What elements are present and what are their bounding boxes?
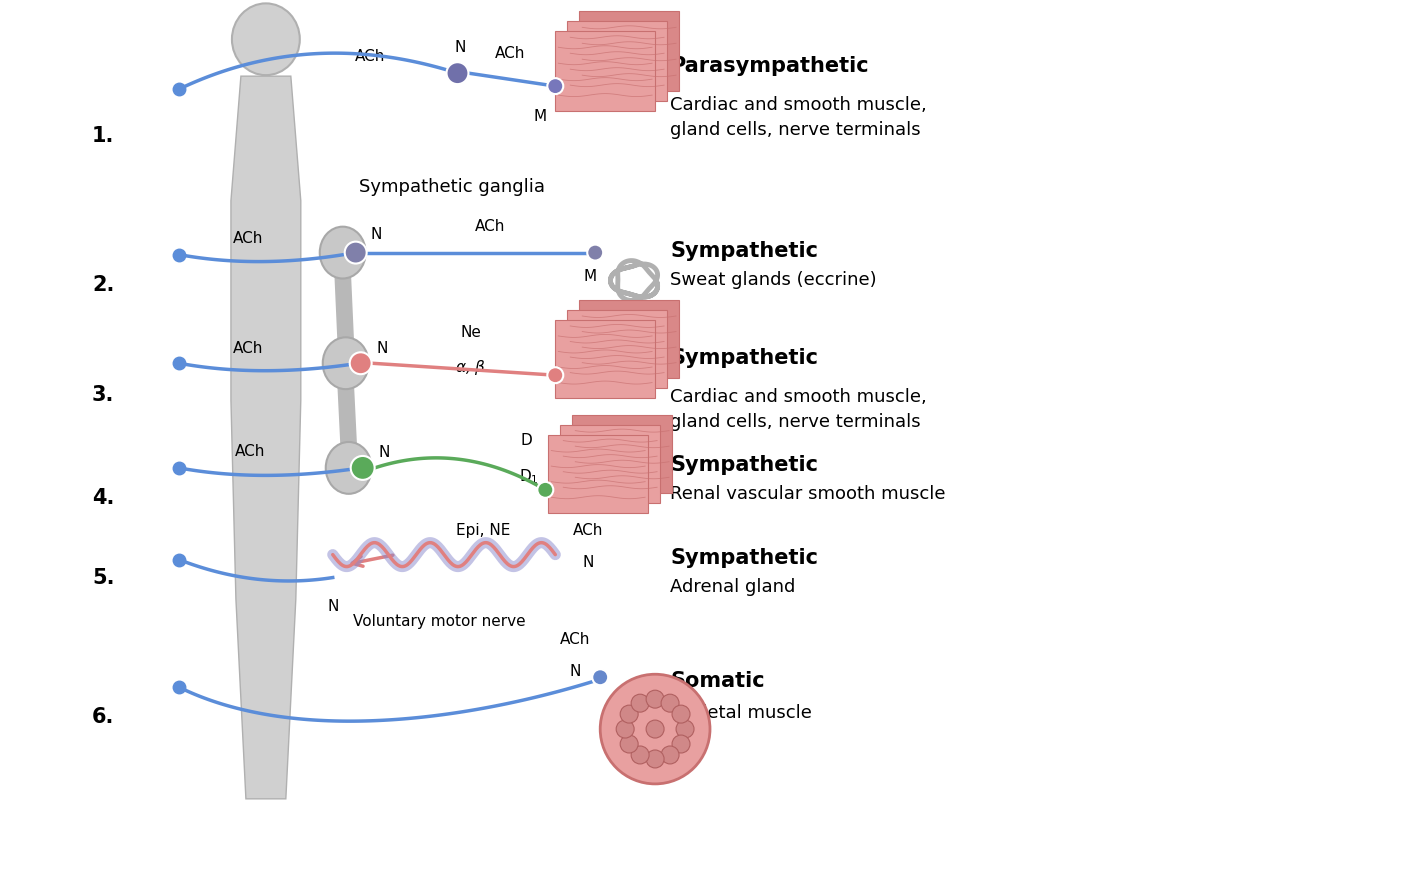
- Text: Renal vascular smooth muscle: Renal vascular smooth muscle: [671, 485, 945, 503]
- Ellipse shape: [325, 442, 372, 494]
- Text: 6.: 6.: [92, 707, 114, 727]
- Polygon shape: [568, 21, 666, 101]
- Text: ACh: ACh: [573, 523, 603, 538]
- Text: Voluntary motor nerve: Voluntary motor nerve: [352, 615, 526, 629]
- Ellipse shape: [345, 242, 366, 264]
- Ellipse shape: [647, 720, 664, 738]
- Text: Ne: Ne: [459, 326, 480, 340]
- Text: N: N: [455, 40, 466, 55]
- Ellipse shape: [600, 674, 710, 784]
- Ellipse shape: [592, 670, 609, 685]
- Polygon shape: [548, 435, 648, 512]
- Polygon shape: [231, 76, 300, 799]
- Text: Skeletal muscle: Skeletal muscle: [671, 705, 812, 722]
- Text: ACh: ACh: [495, 46, 526, 61]
- Text: 1.: 1.: [92, 126, 114, 146]
- Text: Sympathetic: Sympathetic: [671, 241, 819, 261]
- Ellipse shape: [547, 368, 564, 383]
- Text: Sympathetic: Sympathetic: [671, 547, 819, 567]
- Text: Parasympathetic: Parasympathetic: [671, 56, 869, 76]
- Ellipse shape: [647, 691, 664, 708]
- Polygon shape: [561, 425, 659, 503]
- Text: 5.: 5.: [92, 567, 114, 588]
- Ellipse shape: [672, 735, 690, 753]
- Ellipse shape: [631, 694, 650, 712]
- Text: N: N: [569, 664, 581, 679]
- Ellipse shape: [661, 746, 679, 764]
- Text: Somatic: Somatic: [671, 671, 765, 691]
- Text: Epi, NE: Epi, NE: [457, 523, 510, 538]
- Ellipse shape: [620, 735, 638, 753]
- Polygon shape: [555, 320, 655, 398]
- Ellipse shape: [647, 750, 664, 768]
- Text: N: N: [371, 227, 382, 242]
- Polygon shape: [579, 300, 679, 378]
- Polygon shape: [568, 311, 666, 388]
- Ellipse shape: [672, 705, 690, 723]
- Text: ACh: ACh: [355, 49, 386, 64]
- Text: $\alpha$, $\beta$: $\alpha$, $\beta$: [455, 358, 486, 377]
- Text: M: M: [534, 109, 547, 124]
- Ellipse shape: [349, 353, 372, 375]
- Text: ACh: ACh: [232, 231, 263, 246]
- Ellipse shape: [447, 62, 468, 84]
- Text: ACh: ACh: [234, 444, 265, 459]
- Text: N: N: [376, 340, 387, 356]
- Ellipse shape: [631, 746, 650, 764]
- Ellipse shape: [620, 705, 638, 723]
- Text: ACh: ACh: [475, 218, 506, 234]
- Text: N: N: [327, 600, 338, 615]
- Text: Sympathetic ganglia: Sympathetic ganglia: [359, 178, 545, 196]
- Text: M: M: [583, 269, 597, 284]
- Text: Sweat glands (eccrine): Sweat glands (eccrine): [671, 271, 876, 289]
- Ellipse shape: [676, 720, 695, 738]
- Polygon shape: [572, 415, 672, 493]
- Text: 3.: 3.: [92, 385, 114, 405]
- Polygon shape: [579, 11, 679, 91]
- Text: Sympathetic: Sympathetic: [671, 348, 819, 368]
- Text: Cardiac and smooth muscle,
gland cells, nerve terminals: Cardiac and smooth muscle, gland cells, …: [671, 388, 927, 431]
- Ellipse shape: [323, 337, 369, 389]
- Text: D$_1$: D$_1$: [520, 467, 540, 485]
- Ellipse shape: [588, 244, 603, 260]
- Polygon shape: [555, 31, 655, 111]
- Ellipse shape: [661, 694, 679, 712]
- Text: D: D: [520, 433, 533, 448]
- Text: ACh: ACh: [559, 632, 590, 647]
- Text: 2.: 2.: [92, 276, 114, 295]
- Text: N: N: [582, 554, 595, 569]
- Ellipse shape: [537, 482, 554, 498]
- Ellipse shape: [232, 3, 300, 75]
- Ellipse shape: [320, 227, 366, 278]
- Text: Sympathetic: Sympathetic: [671, 455, 819, 475]
- Text: Cardiac and smooth muscle,
gland cells, nerve terminals: Cardiac and smooth muscle, gland cells, …: [671, 96, 927, 139]
- Ellipse shape: [547, 79, 564, 94]
- Ellipse shape: [351, 456, 375, 480]
- Text: Adrenal gland: Adrenal gland: [671, 578, 796, 595]
- Text: 4.: 4.: [92, 488, 114, 508]
- Text: ACh: ACh: [232, 340, 263, 356]
- Text: N: N: [379, 445, 390, 460]
- Ellipse shape: [616, 720, 634, 738]
